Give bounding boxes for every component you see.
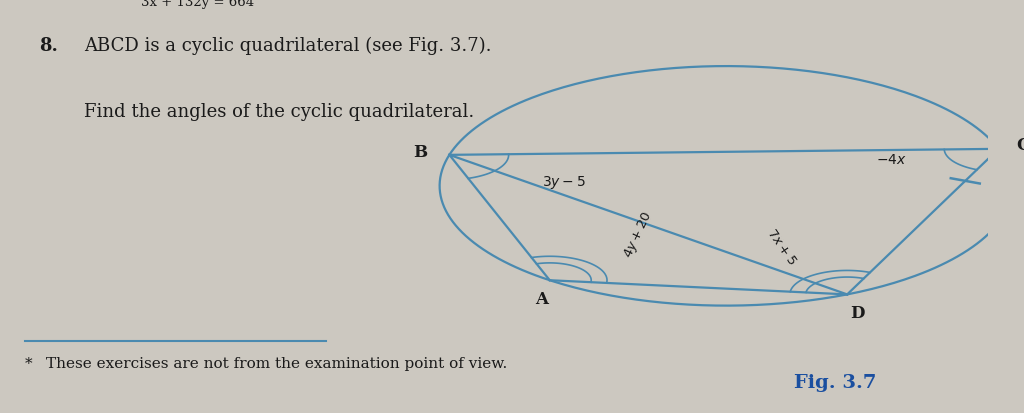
Text: $3y-5$: $3y-5$ <box>543 173 586 190</box>
Text: Find the angles of the cyclic quadrilateral.: Find the angles of the cyclic quadrilate… <box>84 103 474 121</box>
Text: $7x+5$: $7x+5$ <box>764 226 799 268</box>
Text: 8.: 8. <box>40 37 58 55</box>
Text: C: C <box>1017 137 1024 154</box>
Text: Fig. 3.7: Fig. 3.7 <box>794 374 876 392</box>
Text: *: * <box>25 357 33 371</box>
Text: These exercises are not from the examination point of view.: These exercises are not from the examina… <box>46 357 508 371</box>
Text: A: A <box>536 291 548 308</box>
Text: $4y+20$: $4y+20$ <box>621 208 656 261</box>
Text: $-4x$: $-4x$ <box>876 153 906 167</box>
Text: B: B <box>414 144 428 161</box>
Text: 3x + 132y = 664: 3x + 132y = 664 <box>141 0 254 9</box>
Text: ABCD is a cyclic quadrilateral (see Fig. 3.7).: ABCD is a cyclic quadrilateral (see Fig.… <box>84 37 492 55</box>
Text: D: D <box>850 305 864 322</box>
